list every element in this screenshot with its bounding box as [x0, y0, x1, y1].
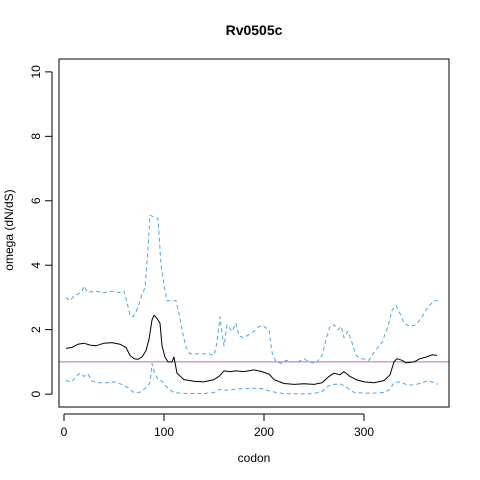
omega-line-0 [65, 314, 438, 385]
x-tick-label: 0 [61, 425, 68, 439]
y-tick-label: 6 [29, 197, 43, 204]
ci-line-2 [65, 363, 439, 395]
plot-area [59, 214, 449, 395]
x-axis-label: codon [238, 451, 271, 465]
x-tick-label: 300 [354, 425, 374, 439]
chart-title: Rv0505c [226, 22, 283, 38]
y-tick-label: 8 [29, 133, 43, 140]
y-tick-label: 2 [29, 326, 43, 333]
y-tick-label: 10 [29, 65, 43, 79]
ci-line-1 [65, 214, 438, 364]
y-tick-label: 4 [29, 262, 43, 269]
y-tick-label: 0 [29, 390, 43, 397]
x-tick-label: 100 [154, 425, 174, 439]
x-tick-label: 200 [254, 425, 274, 439]
plot-frame [58, 58, 450, 408]
axes: 0 100 200 300 0 2 4 6 8 10 [29, 65, 374, 439]
y-axis-label: omega (dN/dS) [2, 189, 16, 270]
